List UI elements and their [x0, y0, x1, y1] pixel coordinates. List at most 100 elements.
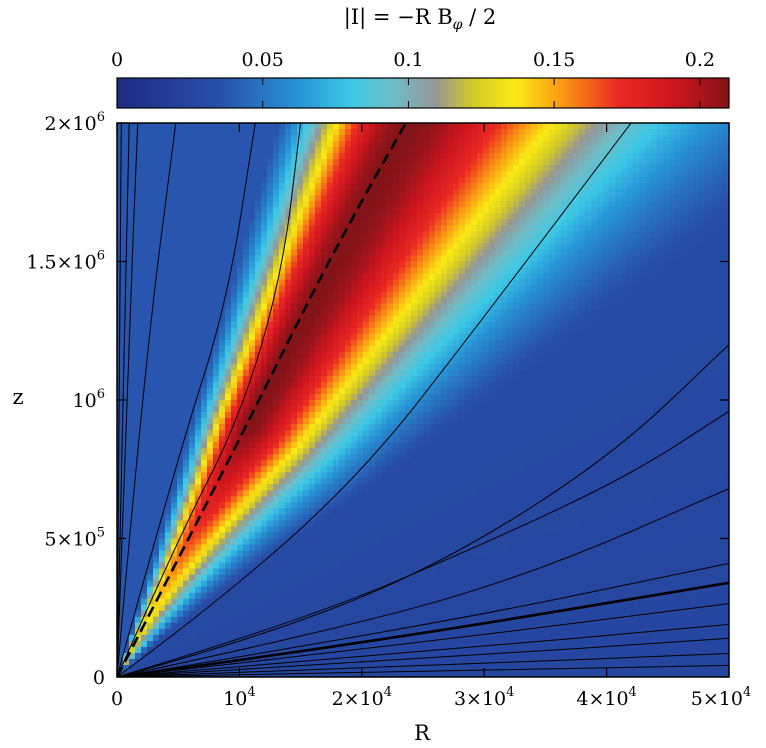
heatmap-cell [171, 345, 178, 353]
heatmap-cell [141, 261, 148, 269]
heatmap-cell [147, 562, 154, 570]
heatmap-cell [417, 285, 424, 293]
heatmap-cell [375, 387, 382, 395]
heatmap-cell [165, 393, 172, 401]
heatmap-cell [261, 375, 268, 383]
heatmap-cell [165, 165, 172, 172]
heatmap-cell [189, 255, 196, 263]
heatmap-cell [219, 285, 226, 293]
heatmap-cell [147, 207, 154, 214]
heatmap-cell [423, 135, 430, 142]
heatmap-cell [315, 502, 322, 509]
heatmap-cell [171, 652, 178, 660]
heatmap-cell [249, 508, 256, 516]
heatmap-cell [273, 393, 280, 401]
heatmap-cell [255, 273, 262, 281]
heatmap-cell [345, 171, 352, 178]
heatmap-cell [153, 213, 160, 220]
heatmap-cell [189, 592, 196, 600]
heatmap-cell [291, 159, 298, 166]
heatmap-cell [345, 213, 352, 220]
heatmap-cell [195, 478, 202, 485]
heatmap-cell [171, 658, 178, 666]
heatmap-cell [129, 147, 136, 154]
heatmap-cell [303, 135, 310, 142]
heatmap-cell [387, 255, 394, 263]
heatmap-cell [393, 369, 400, 377]
heatmap-cell [141, 424, 148, 431]
heatmap-cell [303, 177, 310, 184]
heatmap-cell [231, 496, 238, 503]
heatmap-cell [393, 297, 400, 305]
heatmap-cell [201, 460, 208, 467]
heatmap-cell [261, 478, 268, 485]
heatmap-cell [261, 508, 268, 516]
heatmap-cell [249, 153, 256, 160]
heatmap-cell [315, 291, 322, 299]
colorbar-tick-label: 0 [111, 49, 123, 71]
heatmap-cell [231, 129, 238, 136]
heatmap-cell [411, 177, 418, 184]
heatmap-cell [153, 538, 160, 546]
heatmap-cell [135, 448, 142, 455]
heatmap-cell [309, 544, 316, 552]
heatmap-cell [399, 628, 406, 636]
heatmap-cell [399, 484, 406, 491]
heatmap-cell [177, 424, 184, 431]
heatmap-cell [255, 532, 262, 540]
heatmap-cell [123, 183, 130, 190]
heatmap-cell [255, 598, 262, 606]
heatmap-cell [393, 616, 400, 624]
heatmap-cell [345, 586, 352, 594]
heatmap-cell [147, 652, 154, 660]
heatmap-cell [381, 339, 388, 347]
heatmap-cell [225, 580, 232, 588]
heatmap-cell [219, 129, 226, 136]
heatmap-cell [375, 177, 382, 184]
heatmap-cell [333, 195, 340, 202]
heatmap-cell [375, 195, 382, 202]
heatmap-cell [351, 219, 358, 226]
heatmap-cell [159, 508, 166, 516]
heatmap-cell [243, 628, 250, 636]
heatmap-cell [399, 466, 406, 473]
heatmap-cell [153, 448, 160, 455]
heatmap-cell [141, 484, 148, 491]
heatmap-cell [321, 201, 328, 208]
heatmap-cell [357, 303, 364, 311]
heatmap-cell [135, 640, 142, 648]
heatmap-cell [423, 592, 430, 600]
heatmap-cell [141, 303, 148, 311]
heatmap-cell [327, 580, 334, 588]
heatmap-cell [399, 652, 406, 660]
heatmap-cell [393, 249, 400, 257]
heatmap-cell [405, 261, 412, 269]
heatmap-cell [333, 616, 340, 624]
heatmap-cell [297, 219, 304, 226]
heatmap-cell [243, 580, 250, 588]
heatmap-cell [255, 538, 262, 546]
heatmap-cell [291, 291, 298, 299]
heatmap-cell [387, 303, 394, 311]
heatmap-cell [219, 123, 226, 130]
heatmap-cell [177, 225, 184, 232]
heatmap-cell [429, 255, 436, 263]
heatmap-cell [243, 189, 250, 196]
heatmap-cell [369, 375, 376, 383]
heatmap-cell [345, 526, 352, 534]
heatmap-cell [273, 303, 280, 311]
heatmap-cell [135, 207, 142, 214]
heatmap-cell [405, 430, 412, 437]
heatmap-cell [261, 345, 268, 353]
heatmap-cell [363, 400, 370, 407]
heatmap-cell [387, 664, 394, 672]
heatmap-cell [387, 598, 394, 606]
heatmap-cell [279, 303, 286, 311]
heatmap-cell [327, 231, 334, 239]
heatmap-cell [369, 285, 376, 293]
heatmap-cell [207, 466, 214, 473]
heatmap-cell [411, 442, 418, 449]
heatmap-cell [255, 634, 262, 642]
heatmap-cell [123, 610, 130, 618]
heatmap-cell [177, 586, 184, 594]
